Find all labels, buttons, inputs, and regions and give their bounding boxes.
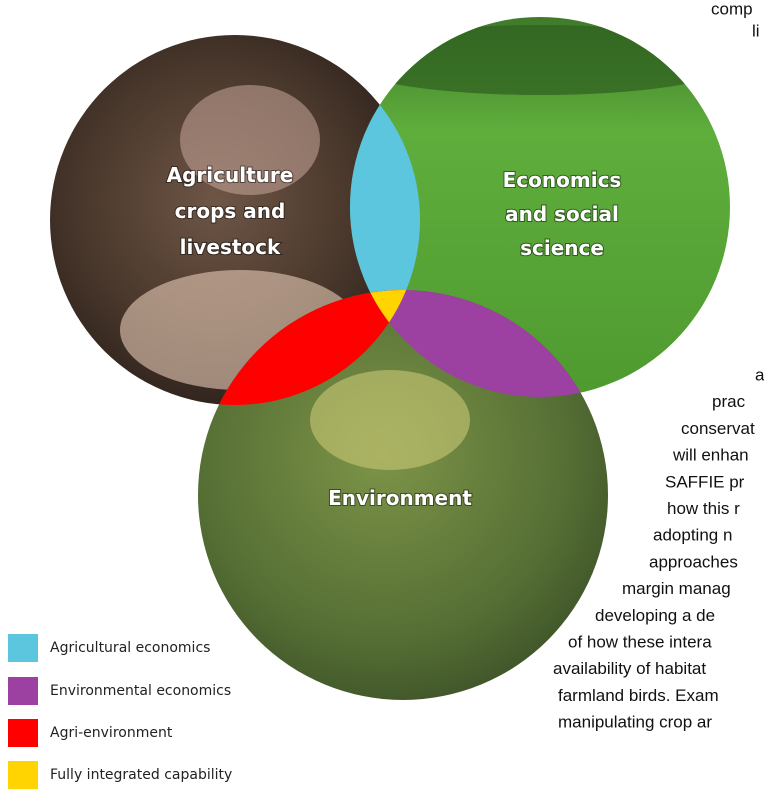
legend: Agricultural economics Environmental eco… bbox=[8, 634, 232, 789]
text-line: how this r bbox=[667, 499, 740, 518]
photo-detail bbox=[310, 370, 470, 470]
legend-label: Environmental economics bbox=[50, 683, 231, 699]
text-line: developing a de bbox=[595, 606, 715, 625]
text-line: margin manag bbox=[622, 579, 731, 598]
text-line: availability of habitat bbox=[553, 659, 706, 678]
text-line: will enhan bbox=[672, 446, 749, 465]
legend-label: Fully integrated capability bbox=[50, 767, 232, 783]
text-line: SAFFIE pr bbox=[665, 472, 745, 491]
circle-label: Economics bbox=[503, 168, 622, 192]
circle-label: Agriculture bbox=[167, 163, 294, 187]
legend-swatch bbox=[8, 634, 38, 662]
text-line: of how these intera bbox=[568, 632, 712, 651]
legend-swatch bbox=[8, 761, 38, 789]
legend-label: Agri-environment bbox=[50, 725, 173, 741]
legend-swatch bbox=[8, 719, 38, 747]
text-line: comp bbox=[711, 0, 753, 18]
circle-label: science bbox=[520, 236, 604, 260]
photo-detail bbox=[340, 25, 740, 95]
text-line: prac bbox=[712, 392, 746, 411]
text-line: conservat bbox=[681, 419, 755, 438]
text-line: li bbox=[752, 21, 760, 40]
circle-label: livestock bbox=[180, 235, 281, 259]
text-line: a bbox=[755, 365, 764, 384]
venn-figure: Agriculture crops and livestock Economic… bbox=[0, 0, 764, 798]
circle-label: and social bbox=[505, 202, 619, 226]
text-line: manipulating crop ar bbox=[558, 713, 712, 732]
circle-label: Environment bbox=[328, 486, 472, 510]
circle-label: crops and bbox=[175, 199, 286, 223]
text-line: farmland birds. Exam bbox=[558, 686, 719, 705]
legend-swatch bbox=[8, 677, 38, 705]
legend-label: Agricultural economics bbox=[50, 640, 210, 656]
text-line: approaches bbox=[649, 552, 738, 571]
text-line: adopting n bbox=[653, 526, 732, 545]
page: {"diagram": { "circles": [ {"label": ["A… bbox=[0, 0, 764, 798]
